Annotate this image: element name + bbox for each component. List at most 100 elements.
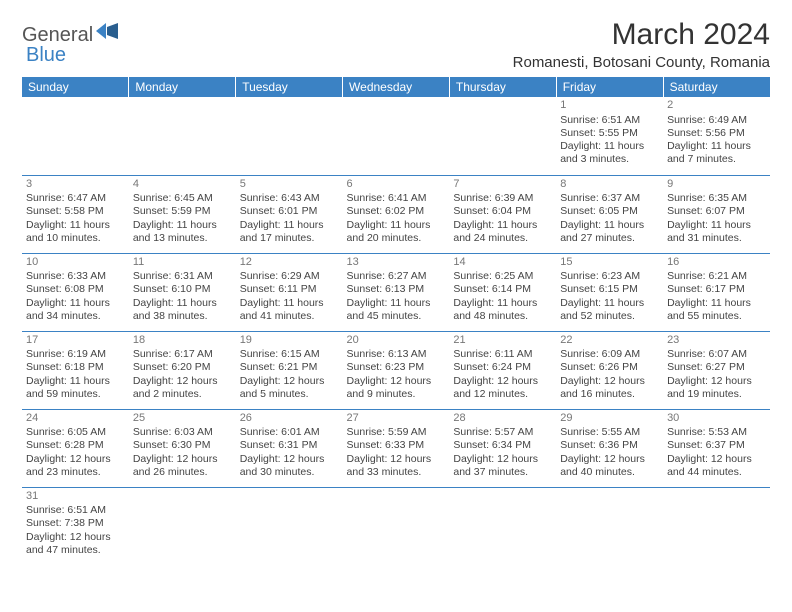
cell-line: Sunset: 6:13 PM (347, 283, 446, 296)
calendar-cell: 6Sunrise: 6:41 AMSunset: 6:02 PMDaylight… (343, 175, 450, 253)
day-number: 26 (240, 412, 339, 426)
day-number: 9 (667, 178, 766, 192)
calendar-cell: 26Sunrise: 6:01 AMSunset: 6:31 PMDayligh… (236, 409, 343, 487)
cell-line: and 17 minutes. (240, 232, 339, 245)
day-number: 7 (453, 178, 552, 192)
cell-line: Daylight: 12 hours (453, 375, 552, 388)
cell-line: Sunrise: 5:53 AM (667, 426, 766, 439)
calendar-cell: 9Sunrise: 6:35 AMSunset: 6:07 PMDaylight… (663, 175, 770, 253)
cell-line: and 20 minutes. (347, 232, 446, 245)
cell-line: Sunrise: 6:33 AM (26, 270, 125, 283)
title-block: March 2024 Romanesti, Botosani County, R… (513, 18, 770, 71)
cell-line: Sunset: 6:24 PM (453, 361, 552, 374)
day-number: 31 (26, 490, 125, 504)
cell-line: Daylight: 11 hours (453, 219, 552, 232)
calendar-cell: 7Sunrise: 6:39 AMSunset: 6:04 PMDaylight… (449, 175, 556, 253)
cell-line: and 5 minutes. (240, 388, 339, 401)
cell-line: and 19 minutes. (667, 388, 766, 401)
calendar-row: 3Sunrise: 6:47 AMSunset: 5:58 PMDaylight… (22, 175, 770, 253)
cell-line: Daylight: 11 hours (240, 297, 339, 310)
logo-text-blue: Blue (26, 44, 66, 66)
day-number: 14 (453, 256, 552, 270)
cell-line: Sunrise: 6:45 AM (133, 192, 232, 205)
cell-line: Daylight: 11 hours (240, 219, 339, 232)
calendar-cell: 20Sunrise: 6:13 AMSunset: 6:23 PMDayligh… (343, 331, 450, 409)
cell-line: Daylight: 11 hours (133, 219, 232, 232)
header: General March 2024 Romanesti, Botosani C… (22, 18, 770, 71)
calendar-cell (22, 97, 129, 175)
cell-line: and 13 minutes. (133, 232, 232, 245)
cell-line: Sunrise: 6:13 AM (347, 348, 446, 361)
day-number: 12 (240, 256, 339, 270)
day-number: 21 (453, 334, 552, 348)
cell-line: Sunset: 6:20 PM (133, 361, 232, 374)
day-header: Sunday (22, 77, 129, 97)
cell-line: Sunset: 6:28 PM (26, 439, 125, 452)
cell-line: Sunrise: 6:17 AM (133, 348, 232, 361)
cell-line: and 47 minutes. (26, 544, 125, 557)
calendar-cell: 13Sunrise: 6:27 AMSunset: 6:13 PMDayligh… (343, 253, 450, 331)
cell-line: Sunset: 6:11 PM (240, 283, 339, 296)
cell-line: Sunrise: 6:15 AM (240, 348, 339, 361)
day-number: 10 (26, 256, 125, 270)
cell-line: Sunrise: 6:37 AM (560, 192, 659, 205)
cell-line: Daylight: 12 hours (240, 375, 339, 388)
cell-line: and 38 minutes. (133, 310, 232, 323)
cell-line: Daylight: 12 hours (560, 453, 659, 466)
day-number: 29 (560, 412, 659, 426)
day-number: 24 (26, 412, 125, 426)
day-number: 3 (26, 178, 125, 192)
cell-line: Sunset: 6:05 PM (560, 205, 659, 218)
day-number: 2 (667, 99, 766, 113)
calendar-cell: 4Sunrise: 6:45 AMSunset: 5:59 PMDaylight… (129, 175, 236, 253)
month-title: March 2024 (513, 18, 770, 52)
cell-line: Sunrise: 6:31 AM (133, 270, 232, 283)
day-number: 4 (133, 178, 232, 192)
calendar-row: 31Sunrise: 6:51 AMSunset: 7:38 PMDayligh… (22, 487, 770, 565)
day-header: Monday (129, 77, 236, 97)
cell-line: Daylight: 11 hours (26, 375, 125, 388)
cell-line: and 59 minutes. (26, 388, 125, 401)
calendar-cell: 19Sunrise: 6:15 AMSunset: 6:21 PMDayligh… (236, 331, 343, 409)
cell-line: and 31 minutes. (667, 232, 766, 245)
cell-line: Sunrise: 6:41 AM (347, 192, 446, 205)
calendar-cell: 31Sunrise: 6:51 AMSunset: 7:38 PMDayligh… (22, 487, 129, 565)
calendar-cell: 30Sunrise: 5:53 AMSunset: 6:37 PMDayligh… (663, 409, 770, 487)
cell-line: Sunset: 6:08 PM (26, 283, 125, 296)
cell-line: and 45 minutes. (347, 310, 446, 323)
cell-line: Sunset: 6:01 PM (240, 205, 339, 218)
cell-line: Sunrise: 5:57 AM (453, 426, 552, 439)
cell-line: Daylight: 12 hours (26, 531, 125, 544)
cell-line: Sunrise: 5:59 AM (347, 426, 446, 439)
cell-line: Daylight: 12 hours (347, 375, 446, 388)
cell-line: and 34 minutes. (26, 310, 125, 323)
day-header: Tuesday (236, 77, 343, 97)
day-number: 19 (240, 334, 339, 348)
calendar-row: 24Sunrise: 6:05 AMSunset: 6:28 PMDayligh… (22, 409, 770, 487)
day-number: 15 (560, 256, 659, 270)
calendar-cell: 23Sunrise: 6:07 AMSunset: 6:27 PMDayligh… (663, 331, 770, 409)
calendar-cell: 1Sunrise: 6:51 AMSunset: 5:55 PMDaylight… (556, 97, 663, 175)
calendar-row: 17Sunrise: 6:19 AMSunset: 6:18 PMDayligh… (22, 331, 770, 409)
cell-line: and 26 minutes. (133, 466, 232, 479)
cell-line: Sunset: 6:36 PM (560, 439, 659, 452)
cell-line: Sunrise: 6:47 AM (26, 192, 125, 205)
calendar-cell: 11Sunrise: 6:31 AMSunset: 6:10 PMDayligh… (129, 253, 236, 331)
calendar-cell (449, 487, 556, 565)
cell-line: Sunset: 6:37 PM (667, 439, 766, 452)
cell-line: and 9 minutes. (347, 388, 446, 401)
cell-line: Sunrise: 6:01 AM (240, 426, 339, 439)
day-number: 20 (347, 334, 446, 348)
calendar-cell: 12Sunrise: 6:29 AMSunset: 6:11 PMDayligh… (236, 253, 343, 331)
calendar-cell: 8Sunrise: 6:37 AMSunset: 6:05 PMDaylight… (556, 175, 663, 253)
cell-line: Daylight: 12 hours (26, 453, 125, 466)
calendar-cell (343, 487, 450, 565)
cell-line: Sunset: 6:18 PM (26, 361, 125, 374)
cell-line: and 44 minutes. (667, 466, 766, 479)
day-number: 30 (667, 412, 766, 426)
cell-line: Sunrise: 6:03 AM (133, 426, 232, 439)
cell-line: Sunrise: 6:39 AM (453, 192, 552, 205)
calendar-cell: 25Sunrise: 6:03 AMSunset: 6:30 PMDayligh… (129, 409, 236, 487)
calendar-head: SundayMondayTuesdayWednesdayThursdayFrid… (22, 77, 770, 97)
day-number: 27 (347, 412, 446, 426)
